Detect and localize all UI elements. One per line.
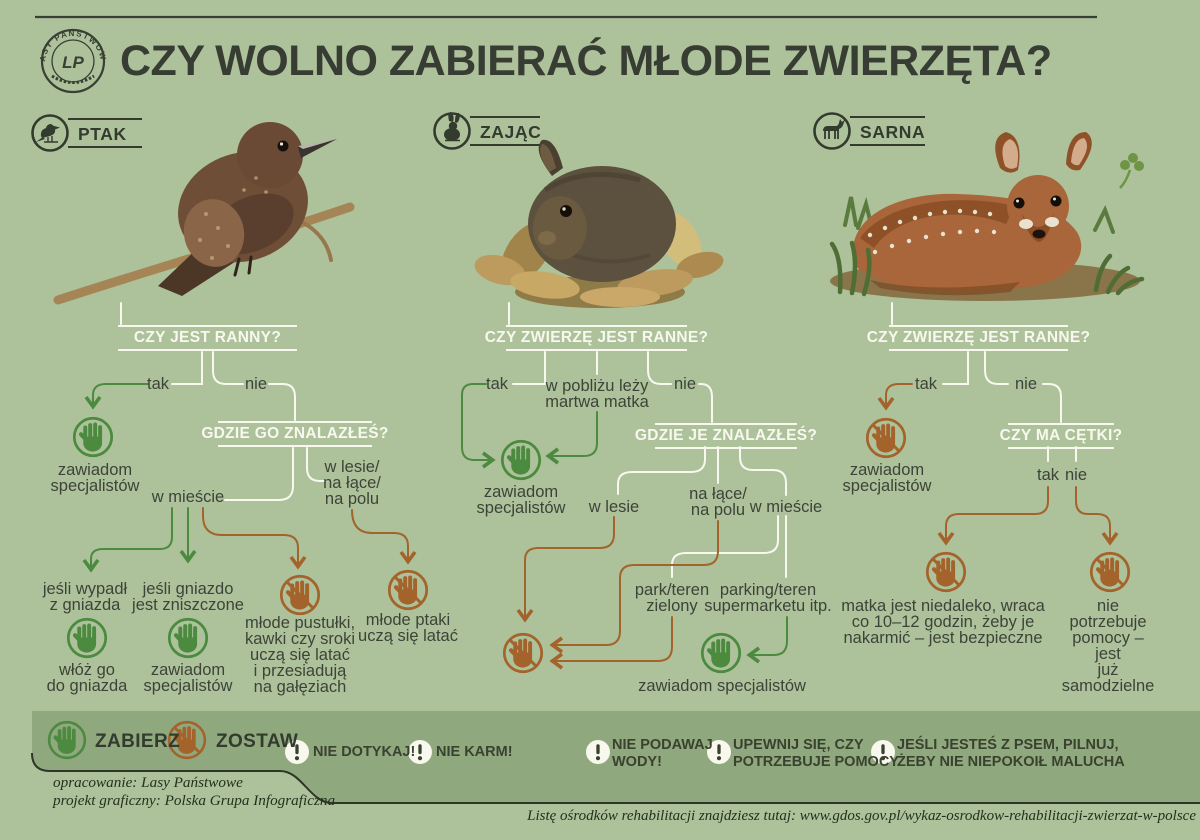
branch-label-nie: nie xyxy=(1014,375,1038,393)
action-label: zawiadom specjalistów xyxy=(143,661,233,695)
condition-label: jeśli wypadł z gniazda xyxy=(42,580,128,614)
branch-label-city: w mieście xyxy=(151,488,225,506)
legend-band xyxy=(31,711,1200,804)
column-header-zajac: ZAJĄC xyxy=(480,122,542,142)
take-hand-icon xyxy=(66,617,108,659)
question-bar: GDZIE GO ZNALAZŁEŚ? xyxy=(201,421,388,447)
lasy-panstwowe-logo-icon: LASY PAŃSTWOWE LP xyxy=(0,0,107,94)
leave-hand-icon xyxy=(389,571,426,608)
warning-item: NIE KARM! xyxy=(436,744,513,760)
fawn-illustration xyxy=(829,132,1145,301)
branch-label-nie: nie xyxy=(244,375,268,393)
branch-label-tak: tak xyxy=(914,375,938,393)
condition-label: jeśli gniazdo jest zniszczone xyxy=(132,580,244,614)
column-header-sarna: SARNA xyxy=(860,122,926,142)
rehab-centers-note: Listę ośrodków rehabilitacji znajdziesz … xyxy=(527,808,1196,824)
note-label: nie potrzebuje pomocy – jest już samodzi… xyxy=(1061,597,1155,695)
credits: opracowanie: Lasy Państwowe projekt graf… xyxy=(53,774,336,809)
note-label: młode pustułki, kawki czy sroki uczą się… xyxy=(244,614,356,696)
note-label: młode ptaki uczą się latać xyxy=(358,611,458,645)
warning-item: UPEWNIJ SIĘ, CZY POTRZEBUJE POMOCY xyxy=(733,737,899,770)
outcome-label: zawiadom specjalistów xyxy=(476,483,566,517)
leave-hand-icon xyxy=(281,576,318,613)
take-hand-icon xyxy=(167,617,209,659)
take-hand-icon xyxy=(700,632,742,674)
action-label: włóż go do gniazda xyxy=(46,661,128,695)
branch-label-city: w mieście xyxy=(749,498,823,516)
warning-item: NIE PODAWAJ WODY! xyxy=(612,737,713,770)
branch-label-tak: tak xyxy=(1036,466,1060,484)
warning-item: NIE DOTYKAJ! xyxy=(313,744,416,760)
svg-text:LP: LP xyxy=(62,53,84,72)
branch-label-nie: nie xyxy=(673,375,697,393)
question-bar: CZY MA CĘTKI? xyxy=(1000,423,1122,449)
outcome-label: zawiadom specjalistów xyxy=(638,677,806,695)
exclamation-icon xyxy=(586,740,610,764)
legend-label-take: ZABIERZ xyxy=(95,731,181,752)
leave-hand-icon xyxy=(867,419,904,456)
branch-label-forest: w lesie xyxy=(588,498,640,516)
bird-illustration xyxy=(53,122,355,305)
outcome-label: zawiadom specjalistów xyxy=(842,461,932,495)
take-hand-icon xyxy=(500,439,542,481)
take-hand-icon xyxy=(72,416,114,458)
flow-connectors xyxy=(82,302,1119,670)
branch-label-nie: nie xyxy=(1064,466,1088,484)
bird-badge-icon xyxy=(31,114,142,152)
outcome-label: zawiadom specjalistów xyxy=(50,461,140,495)
question-bar: GDZIE JE ZNALAZŁEŚ? xyxy=(635,423,817,449)
leave-hand-icon xyxy=(504,634,541,671)
question-bar: CZY JEST RANNY? xyxy=(118,325,297,351)
branch-label-tak: tak xyxy=(146,375,170,393)
branch-label-forest: w lesie/ na łące/ na polu xyxy=(323,458,381,508)
deer-badge-icon xyxy=(813,112,925,150)
leave-hand-icon xyxy=(927,553,964,590)
branch-label-tak: tak xyxy=(485,375,509,393)
legend-label-leave: ZOSTAW xyxy=(216,731,299,752)
note-label: matka jest niedaleko, wraca co 10–12 god… xyxy=(841,597,1045,647)
branch-label-meadow: na łące/ na polu xyxy=(689,485,747,519)
branch-label-park: park/teren zielony xyxy=(634,581,710,615)
warning-item: JEŚLI JESTEŚ Z PSEM, PILNUJ, ŻEBY NIE NI… xyxy=(897,737,1125,770)
leave-hand-icon xyxy=(1091,553,1128,590)
column-header-ptak: PTAK xyxy=(78,124,127,144)
question-bar: CZY ZWIERZĘ JEST RANNE? xyxy=(867,325,1090,351)
branch-label-dead-mother: w pobliżu leży martwa matka xyxy=(545,377,649,411)
branch-label-parking: parking/teren supermarketu itp. xyxy=(704,581,832,615)
page-title: CZY WOLNO ZABIERAĆ MŁODE ZWIERZĘTA? xyxy=(120,37,1052,85)
hare-badge-icon xyxy=(433,112,540,150)
question-bar: CZY ZWIERZĘ JEST RANNE? xyxy=(485,325,708,351)
hare-illustration xyxy=(474,139,724,308)
